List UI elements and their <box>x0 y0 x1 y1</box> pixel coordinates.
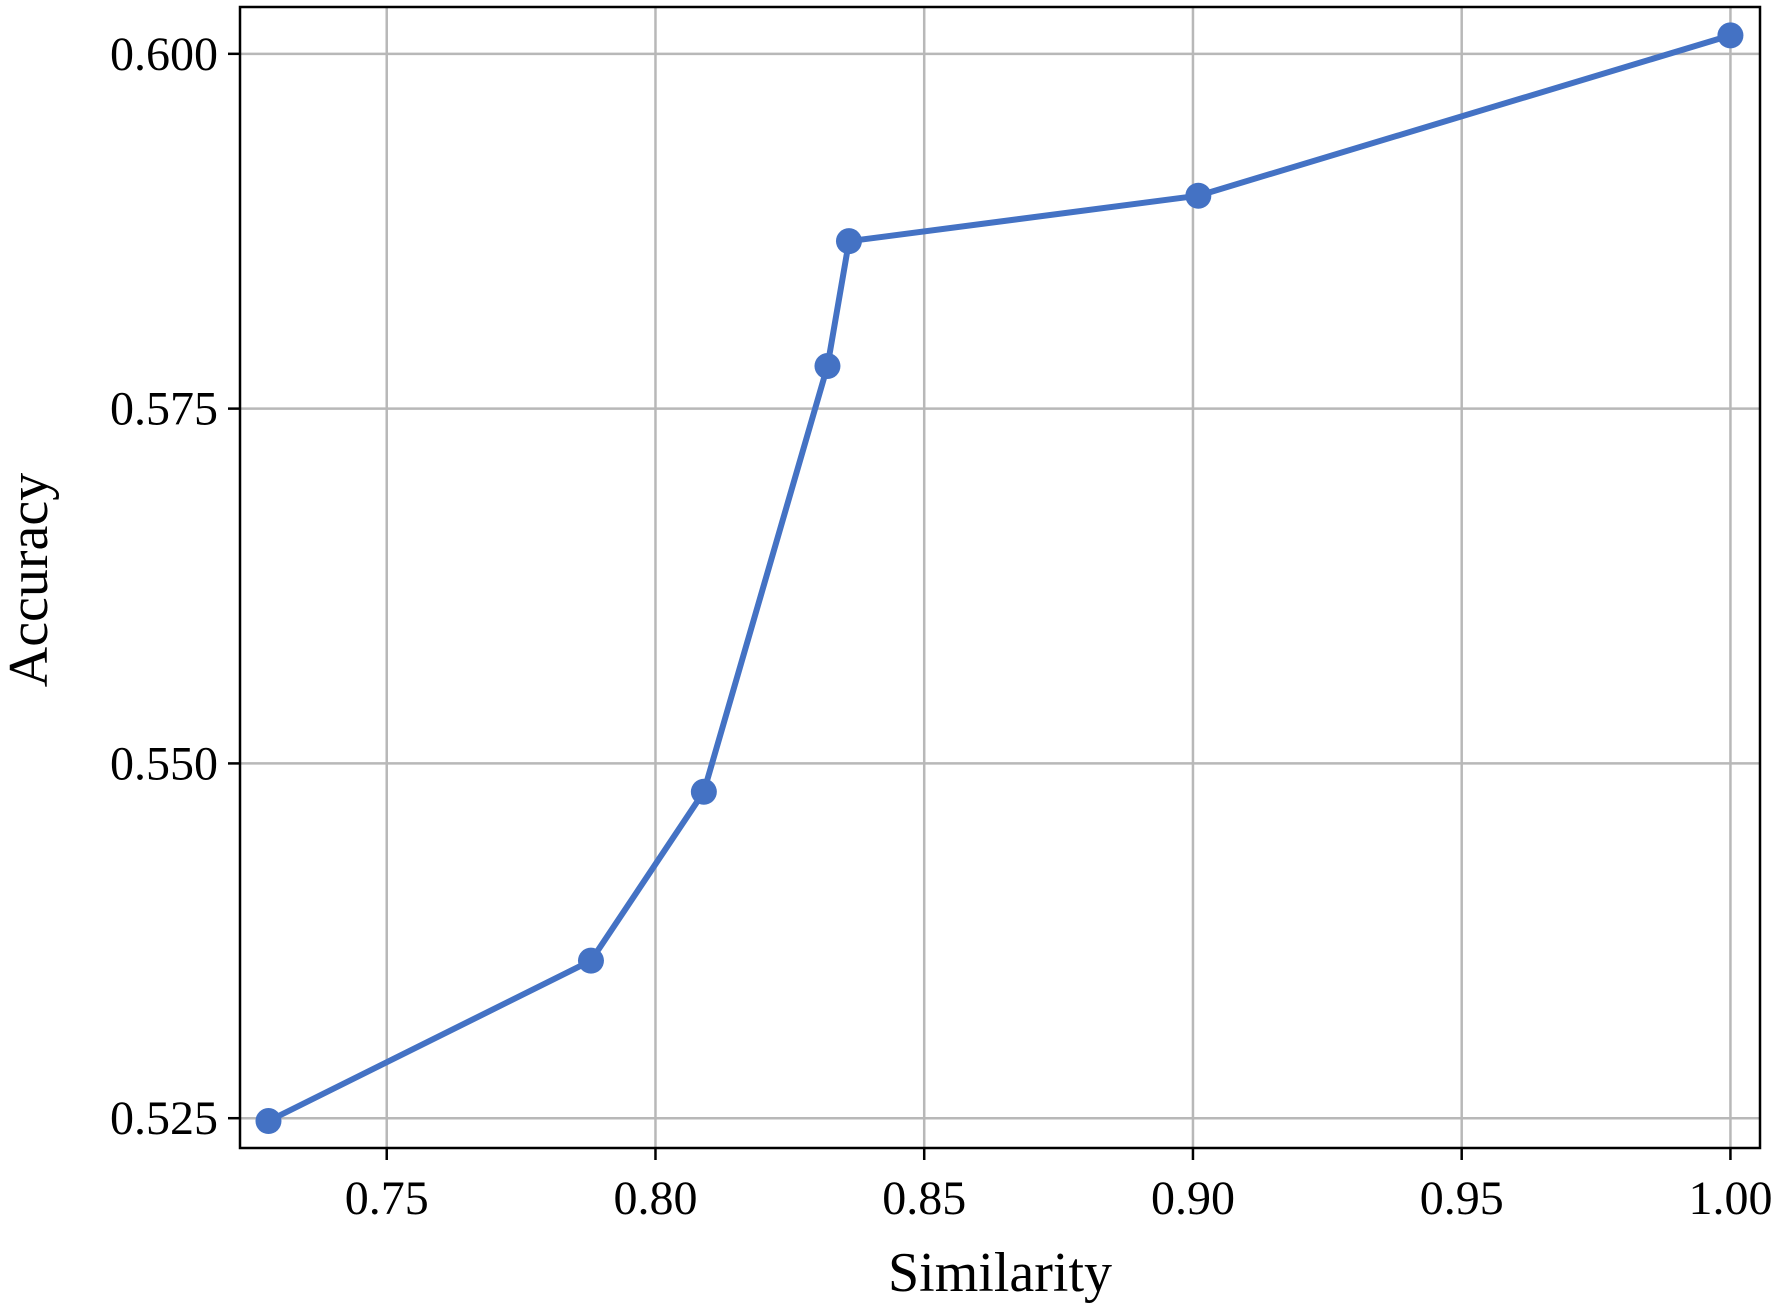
x-tick-label: 0.95 <box>1420 1172 1504 1225</box>
x-tick-label: 1.00 <box>1688 1172 1772 1225</box>
data-point <box>255 1108 282 1135</box>
data-point <box>835 228 862 255</box>
data-point <box>577 947 604 974</box>
x-tick-label: 0.85 <box>882 1172 966 1225</box>
data-point <box>690 778 717 805</box>
data-point <box>1717 22 1744 49</box>
y-tick-label: 0.575 <box>110 383 218 436</box>
data-point <box>814 353 841 380</box>
x-tick-label: 0.75 <box>345 1172 429 1225</box>
data-point <box>1185 182 1212 209</box>
x-axis-title: Similarity <box>888 1242 1112 1304</box>
plot-frame <box>238 5 1762 1150</box>
grid <box>240 7 1760 1148</box>
x-tick-label: 0.80 <box>613 1172 697 1225</box>
y-tick-label: 0.600 <box>110 28 218 81</box>
axis-ticks: 0.75 0.80 0.85 0.90 0.95 1.00 0.525 0.550 0.575 0… <box>110 28 1772 1225</box>
y-tick-label: 0.525 <box>110 1092 218 1145</box>
x-tick-label: 0.90 <box>1151 1172 1235 1225</box>
y-tick-label: 0.550 <box>110 737 218 790</box>
series-line <box>265 32 1734 1124</box>
y-axis-title: Accuracy <box>0 473 60 688</box>
plot-area-series <box>255 22 1744 1135</box>
